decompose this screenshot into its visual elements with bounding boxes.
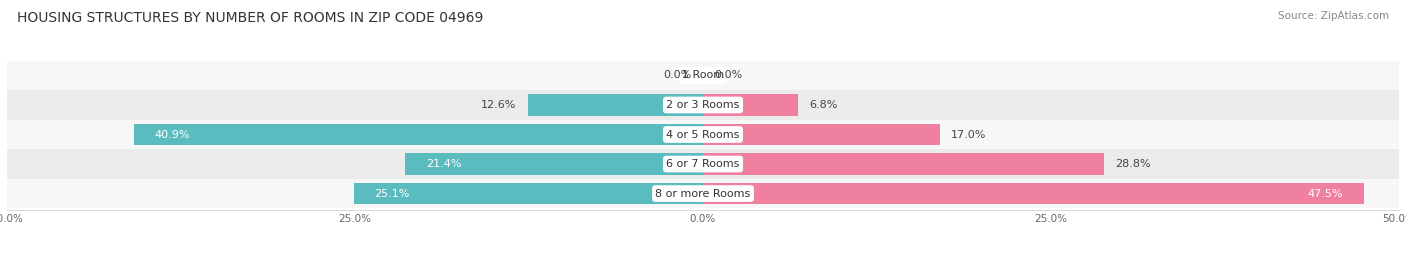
Text: 21.4%: 21.4% xyxy=(426,159,461,169)
Bar xyxy=(7,61,1399,90)
Bar xyxy=(7,90,1399,120)
Text: 2 or 3 Rooms: 2 or 3 Rooms xyxy=(666,100,740,110)
Text: 6 or 7 Rooms: 6 or 7 Rooms xyxy=(666,159,740,169)
Bar xyxy=(134,124,703,145)
Bar xyxy=(7,120,1399,149)
Text: 40.9%: 40.9% xyxy=(155,129,190,140)
Text: 0.0%: 0.0% xyxy=(664,70,692,80)
Bar xyxy=(703,94,797,116)
Text: 47.5%: 47.5% xyxy=(1308,189,1343,199)
Bar xyxy=(703,124,939,145)
Text: Source: ZipAtlas.com: Source: ZipAtlas.com xyxy=(1278,11,1389,21)
Text: 17.0%: 17.0% xyxy=(950,129,986,140)
Text: 25.1%: 25.1% xyxy=(374,189,411,199)
Text: 28.8%: 28.8% xyxy=(1115,159,1150,169)
Bar xyxy=(405,153,703,175)
Bar xyxy=(703,153,1104,175)
Text: 12.6%: 12.6% xyxy=(481,100,516,110)
Text: 0.0%: 0.0% xyxy=(714,70,742,80)
Text: 1 Room: 1 Room xyxy=(682,70,724,80)
Text: 6.8%: 6.8% xyxy=(808,100,837,110)
Text: HOUSING STRUCTURES BY NUMBER OF ROOMS IN ZIP CODE 04969: HOUSING STRUCTURES BY NUMBER OF ROOMS IN… xyxy=(17,11,484,25)
Bar xyxy=(7,149,1399,179)
Bar xyxy=(703,183,1364,204)
Bar xyxy=(527,94,703,116)
Bar xyxy=(354,183,703,204)
Text: 4 or 5 Rooms: 4 or 5 Rooms xyxy=(666,129,740,140)
Bar xyxy=(7,179,1399,208)
Text: 8 or more Rooms: 8 or more Rooms xyxy=(655,189,751,199)
